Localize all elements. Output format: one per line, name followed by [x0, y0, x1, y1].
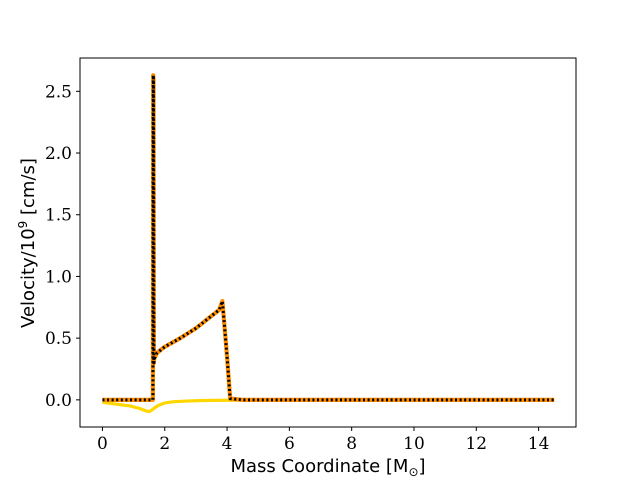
y-tick-label: 0.5: [45, 329, 72, 349]
x-tick-label: 10: [403, 434, 425, 454]
y-tick-label: 1.0: [45, 267, 72, 287]
x-tick-label: 0: [97, 434, 108, 454]
series-line-3: [102, 73, 555, 402]
y-tick-label: 1.5: [45, 206, 72, 226]
y-tick-label: 2.5: [45, 82, 72, 102]
x-tick-label: 8: [346, 434, 357, 454]
tick-layer: 0 2 4 6 8 10 12 14 0.0 0.5 1.0 1.5 2.0 2.5: [45, 82, 549, 454]
x-axis-label-end: ]: [419, 456, 426, 477]
plot-frame: [79, 57, 577, 428]
y-axis-label-end: [cm/s]: [18, 158, 39, 221]
x-axis-label: Mass Coordinate [M⊙]: [230, 456, 425, 479]
series-layer: [102, 73, 555, 414]
x-tick-label: 12: [465, 434, 487, 454]
x-tick-label: 14: [528, 434, 550, 454]
x-tick-label: 6: [284, 434, 295, 454]
y-axis-label: Velocity/109 [cm/s]: [16, 158, 39, 328]
x-axis-label-sub: ⊙: [408, 465, 418, 479]
series-line-1: [102, 398, 555, 414]
x-tick-label: 4: [222, 434, 233, 454]
y-axis-label-sup: 9: [16, 221, 30, 229]
y-tick-label: 2.0: [45, 144, 72, 164]
x-tick-label: 2: [159, 434, 170, 454]
y-axis-label-main: Velocity/10: [18, 228, 39, 328]
x-axis-label-main: Mass Coordinate [M: [230, 456, 408, 477]
series-line-2: [102, 73, 555, 402]
y-tick-label: 0.0: [45, 391, 72, 411]
